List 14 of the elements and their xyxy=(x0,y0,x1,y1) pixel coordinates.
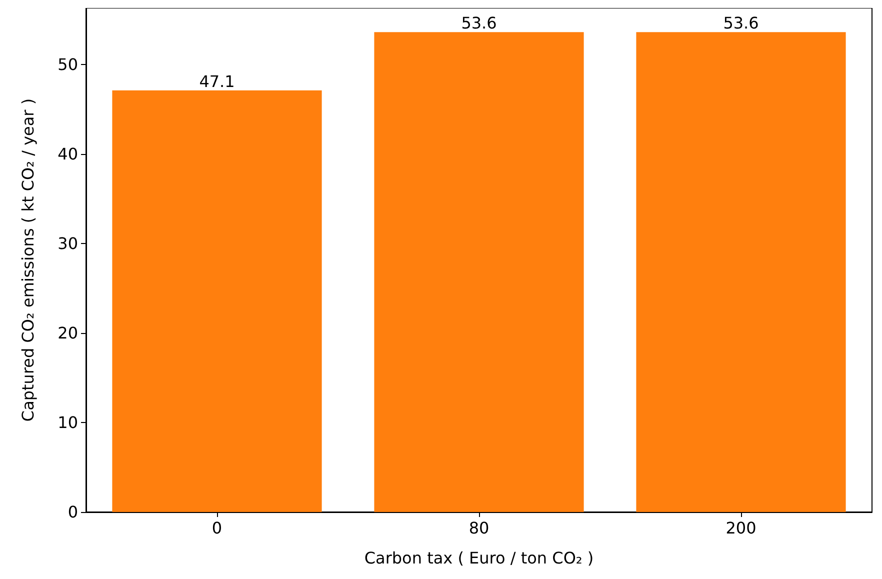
y-tick-label: 20 xyxy=(58,323,78,342)
y-tick-label: 10 xyxy=(58,412,78,432)
y-tick-label: 40 xyxy=(58,144,78,164)
data-label: 47.1 xyxy=(199,72,235,91)
data-label: 53.6 xyxy=(461,14,497,33)
x-tick-label: 0 xyxy=(212,518,222,538)
x-tick-label: 80 xyxy=(468,518,490,538)
x-tick-label: 200 xyxy=(726,518,756,538)
y-tick-label: 0 xyxy=(68,502,78,522)
x-axis-title: Carbon tax ( Euro / ton CO₂ ) xyxy=(364,548,594,568)
y-tick-label: 30 xyxy=(58,234,78,253)
y-tick-label: 50 xyxy=(58,54,78,74)
data-label: 53.6 xyxy=(723,14,759,33)
y-axis-title: Captured CO₂ emissions ( kt CO₂ / year ) xyxy=(18,98,38,422)
